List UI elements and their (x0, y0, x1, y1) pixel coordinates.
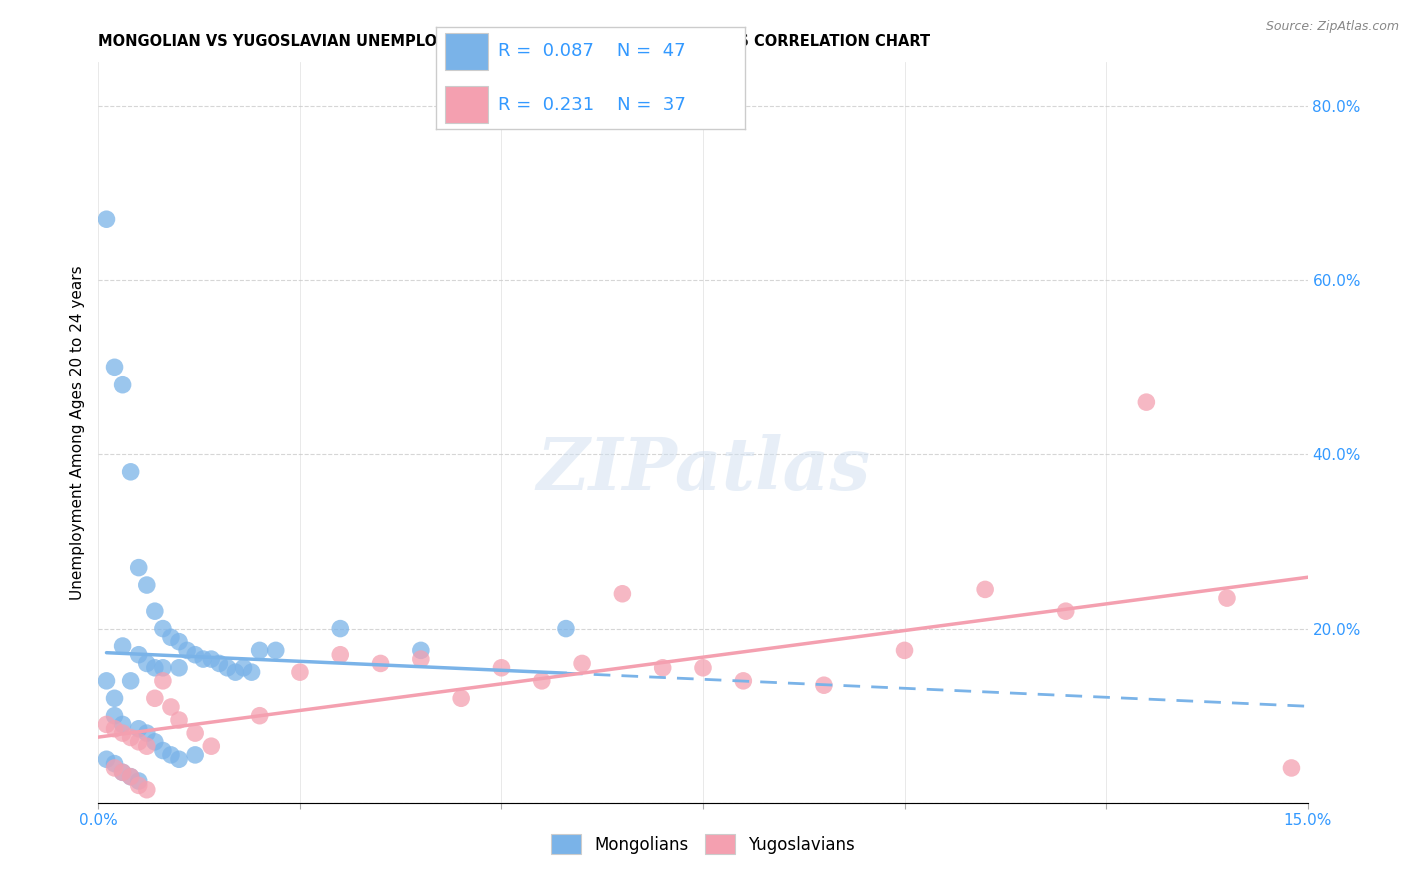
Point (208, 657, 231, 671)
Point (111, 377, 134, 392)
Point (893, 643, 915, 657)
Point (120, 770, 142, 784)
Point (128, 778, 150, 792)
Text: Source: ZipAtlas.com: Source: ZipAtlas.com (1265, 20, 1399, 33)
Text: R =  0.231    N =  37: R = 0.231 N = 37 (498, 95, 686, 113)
Point (128, 735, 150, 749)
Point (184, 648, 207, 662)
Point (103, 722, 125, 736)
Point (135, 726, 157, 740)
Point (409, 643, 432, 657)
Point (111, 765, 134, 780)
Point (692, 661, 714, 675)
Point (120, 731, 142, 745)
Point (651, 661, 673, 675)
Point (135, 782, 157, 797)
Text: MONGOLIAN VS YUGOSLAVIAN UNEMPLOYMENT AMONG AGES 20 TO 24 YEARS CORRELATION CHAR: MONGOLIAN VS YUGOSLAVIAN UNEMPLOYMENT AM… (98, 34, 931, 49)
Point (103, 756, 125, 771)
Point (200, 739, 222, 754)
Point (167, 752, 190, 766)
Point (152, 743, 174, 757)
Text: ZIPatlas: ZIPatlas (536, 434, 870, 505)
Point (160, 630, 183, 644)
Point (143, 691, 166, 706)
Point (120, 465, 142, 479)
Point (143, 661, 166, 675)
Point (1054, 604, 1077, 618)
Point (96, 752, 118, 766)
Point (167, 661, 190, 675)
Legend: Mongolians, Yugoslavians: Mongolians, Yugoslavians (544, 828, 862, 861)
Point (571, 657, 593, 671)
Point (612, 587, 634, 601)
Point (1281, 761, 1303, 775)
Point (200, 652, 222, 666)
Point (120, 673, 142, 688)
Y-axis label: Unemployment Among Ages 20 to 24 years: Unemployment Among Ages 20 to 24 years (69, 265, 84, 600)
Point (111, 726, 134, 740)
Point (135, 578, 157, 592)
Point (329, 648, 352, 662)
Point (167, 634, 190, 648)
Point (450, 691, 472, 706)
Point (491, 661, 513, 675)
Point (530, 673, 553, 688)
Point (184, 747, 207, 762)
Point (555, 622, 578, 636)
Point (103, 708, 125, 723)
Point (1135, 395, 1157, 409)
Point (329, 622, 352, 636)
Point (120, 770, 142, 784)
Point (184, 726, 207, 740)
Point (128, 560, 150, 574)
Point (128, 722, 150, 736)
FancyBboxPatch shape (446, 87, 488, 123)
Text: R =  0.087    N =  47: R = 0.087 N = 47 (498, 43, 685, 61)
Point (733, 673, 755, 688)
Point (96, 212, 118, 227)
Point (217, 661, 239, 675)
Point (409, 652, 432, 666)
Point (249, 643, 271, 657)
Point (176, 643, 198, 657)
Point (103, 761, 125, 775)
Point (135, 739, 157, 754)
Point (152, 622, 174, 636)
Point (193, 652, 215, 666)
Point (232, 661, 254, 675)
Point (160, 747, 183, 762)
Point (1216, 591, 1239, 606)
Point (167, 713, 190, 727)
Point (111, 765, 134, 780)
Point (152, 661, 174, 675)
Point (240, 665, 263, 680)
Point (370, 657, 392, 671)
Point (143, 604, 166, 618)
Point (288, 665, 311, 680)
Point (96, 673, 118, 688)
Point (128, 774, 150, 789)
Point (974, 582, 997, 597)
Point (103, 691, 125, 706)
Point (128, 648, 150, 662)
Point (264, 643, 287, 657)
Point (224, 665, 246, 680)
Point (111, 639, 134, 653)
Point (103, 360, 125, 375)
Point (160, 700, 183, 714)
Point (813, 678, 835, 692)
Point (143, 735, 166, 749)
Point (152, 673, 174, 688)
Point (135, 657, 157, 671)
FancyBboxPatch shape (446, 33, 488, 70)
Point (96, 717, 118, 731)
Point (249, 708, 271, 723)
Point (111, 717, 134, 731)
